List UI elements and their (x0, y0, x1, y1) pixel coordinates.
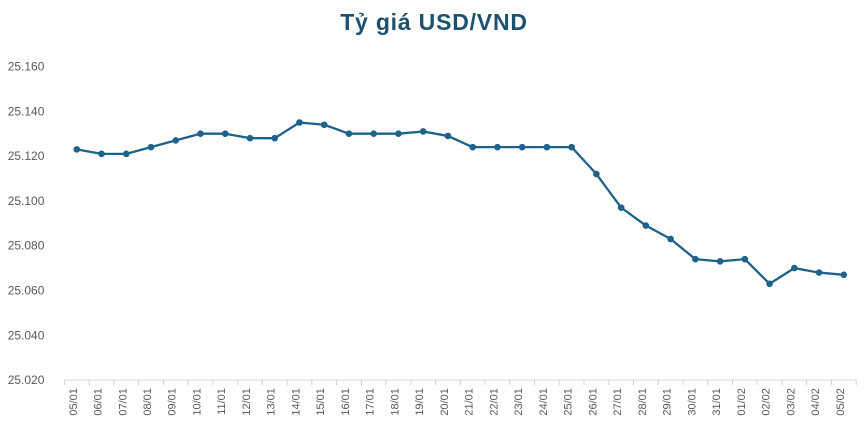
svg-text:21/01: 21/01 (464, 388, 476, 416)
svg-text:31/01: 31/01 (711, 388, 723, 416)
svg-text:06/01: 06/01 (93, 388, 105, 416)
svg-text:28/01: 28/01 (637, 388, 649, 416)
svg-text:25.160: 25.160 (8, 60, 45, 74)
svg-text:03/02: 03/02 (785, 388, 797, 416)
svg-text:14/01: 14/01 (290, 388, 302, 416)
svg-text:27/01: 27/01 (612, 388, 624, 416)
svg-text:20/01: 20/01 (439, 388, 451, 416)
svg-text:07/01: 07/01 (117, 388, 129, 416)
svg-text:25.060: 25.060 (8, 284, 45, 298)
svg-text:08/01: 08/01 (142, 388, 154, 416)
svg-text:09/01: 09/01 (167, 388, 179, 416)
svg-text:17/01: 17/01 (365, 388, 377, 416)
svg-text:24/01: 24/01 (538, 388, 550, 416)
svg-text:01/02: 01/02 (736, 388, 748, 416)
svg-text:25.100: 25.100 (8, 194, 45, 208)
svg-text:30/01: 30/01 (686, 388, 698, 416)
svg-text:25.040: 25.040 (8, 328, 45, 342)
svg-text:25.080: 25.080 (8, 239, 45, 253)
svg-text:15/01: 15/01 (315, 388, 327, 416)
svg-text:19/01: 19/01 (414, 388, 426, 416)
svg-text:22/01: 22/01 (488, 388, 500, 416)
svg-text:04/02: 04/02 (810, 388, 822, 416)
svg-text:16/01: 16/01 (340, 388, 352, 416)
svg-text:11/01: 11/01 (216, 388, 228, 415)
svg-text:05/02: 05/02 (835, 388, 847, 416)
svg-text:13/01: 13/01 (266, 388, 278, 416)
svg-text:25.140: 25.140 (8, 104, 45, 118)
svg-text:05/01: 05/01 (68, 388, 80, 416)
svg-text:12/01: 12/01 (241, 388, 253, 416)
svg-text:25/01: 25/01 (563, 388, 575, 416)
svg-text:23/01: 23/01 (513, 388, 525, 416)
svg-text:18/01: 18/01 (389, 388, 401, 416)
svg-text:26/01: 26/01 (587, 388, 599, 416)
svg-text:29/01: 29/01 (662, 388, 674, 416)
svg-text:25.120: 25.120 (8, 149, 45, 163)
svg-text:25.020: 25.020 (8, 373, 45, 387)
svg-text:10/01: 10/01 (191, 388, 203, 416)
svg-text:02/02: 02/02 (761, 388, 773, 416)
